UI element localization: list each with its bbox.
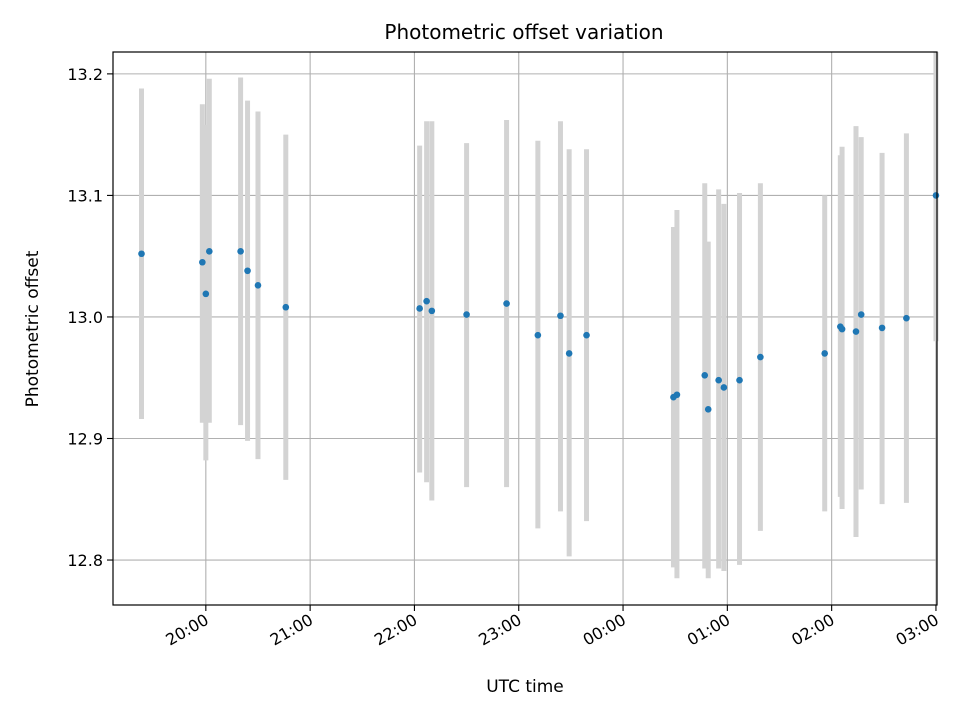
data-point (852, 328, 860, 335)
data-point (878, 324, 886, 332)
data-point (199, 258, 206, 266)
data-point (503, 300, 510, 307)
data-point (428, 307, 436, 315)
data-point (565, 350, 573, 357)
data-point (715, 376, 722, 384)
y-tick-label: 12.8 (67, 551, 103, 570)
y-tick-label: 12.9 (67, 429, 103, 448)
axes-frame (112, 51, 938, 606)
data-point (583, 331, 590, 339)
x-axis-label: UTC time (486, 677, 564, 697)
y-tick-label: 13.2 (67, 65, 103, 84)
data-point (282, 303, 290, 311)
data-point (704, 406, 712, 413)
data-point (202, 290, 210, 298)
data-point (557, 312, 564, 320)
data-point (206, 248, 213, 255)
data-point (244, 267, 251, 275)
y-tick-label: 13.0 (67, 308, 103, 327)
data-point (423, 297, 430, 305)
data-point (254, 282, 262, 289)
data-point (821, 350, 828, 357)
data-point (736, 376, 743, 384)
data-point (857, 311, 865, 318)
y-axis-label: Photometric offset (23, 250, 43, 407)
data-point (416, 305, 423, 312)
data-point (838, 325, 846, 333)
y-tick-label: 13.1 (67, 186, 103, 205)
data-point (237, 248, 244, 255)
chart-title: Photometric offset variation (384, 20, 663, 44)
data-point (534, 331, 542, 339)
data-points (138, 192, 940, 413)
data-point (903, 314, 910, 322)
data-point (720, 384, 728, 391)
data-point (138, 250, 145, 258)
data-point (932, 192, 940, 199)
data-point (463, 311, 470, 318)
data-point (701, 371, 709, 379)
data-point (673, 391, 681, 399)
data-point (757, 353, 764, 361)
